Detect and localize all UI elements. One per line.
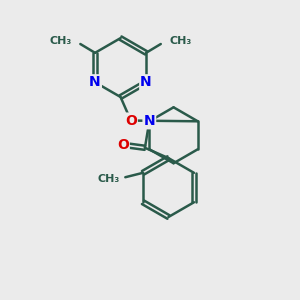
Text: O: O [125,114,137,128]
Text: O: O [117,138,129,152]
Text: N: N [140,75,152,89]
Text: CH₃: CH₃ [97,174,119,184]
Text: N: N [89,75,101,89]
Text: CH₃: CH₃ [169,36,191,46]
Text: N: N [143,114,155,128]
Text: CH₃: CH₃ [50,36,72,46]
